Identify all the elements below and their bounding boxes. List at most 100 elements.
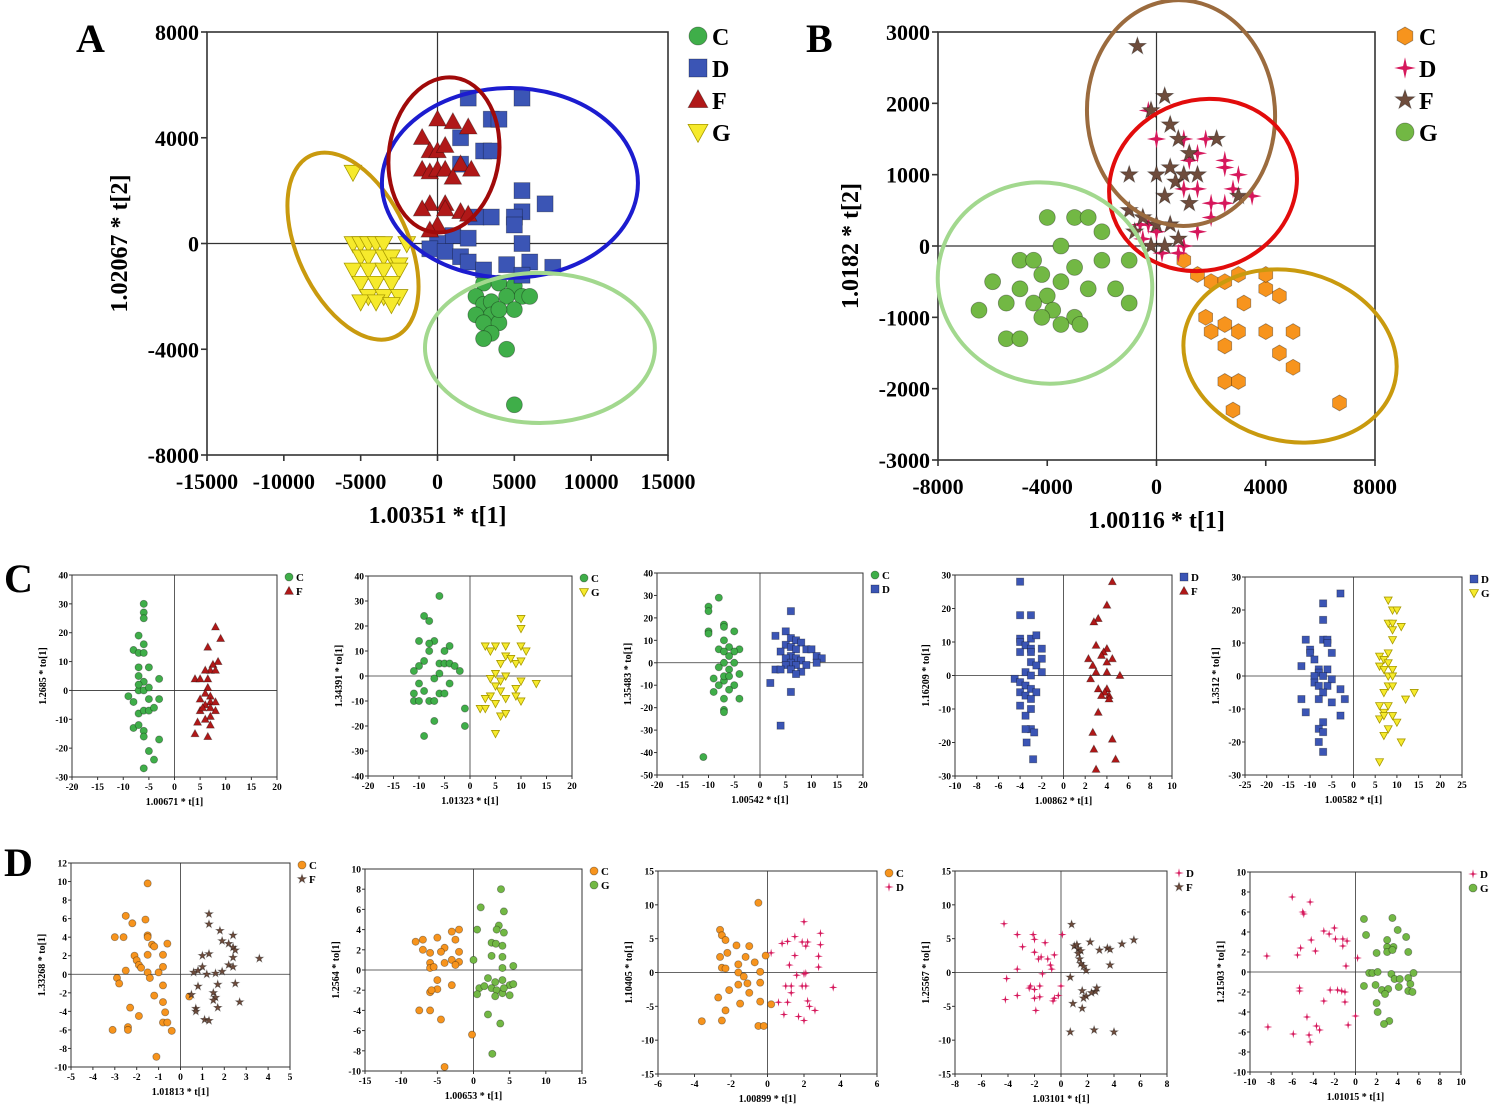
data-point-G [506, 655, 516, 664]
data-point-G [1388, 946, 1397, 955]
data-point-G [1038, 209, 1056, 226]
data-point-D [1047, 964, 1056, 974]
x-tick-label: 10000 [564, 469, 619, 494]
data-point-F [210, 967, 221, 978]
data-point-C [158, 998, 167, 1007]
data-point-G [1387, 619, 1398, 629]
y-tick-label: -10 [54, 1064, 67, 1074]
data-point-C [119, 933, 128, 942]
y-tick-label: 10 [942, 639, 952, 649]
data-point-C [433, 933, 442, 942]
data-point-F [443, 111, 463, 130]
data-point-D [786, 607, 795, 616]
data-point-G [1011, 280, 1029, 298]
data-point-D [817, 654, 826, 663]
y-tick-label: -6 [59, 1026, 67, 1036]
data-point-C [414, 679, 423, 688]
y-tick-label: 10 [1237, 869, 1247, 879]
data-point-C [121, 911, 130, 920]
data-point-D [1016, 648, 1025, 657]
x-tick-label: -4 [1004, 1080, 1012, 1090]
y-tick-label: -10 [641, 1037, 654, 1047]
data-point-G [1052, 316, 1070, 333]
data-point-F [215, 633, 226, 642]
data-point-C [745, 988, 754, 997]
data-point-G [1383, 659, 1393, 668]
data-point-G [374, 236, 394, 254]
data-point-C [420, 612, 429, 621]
y-tick-label: 4 [62, 934, 67, 944]
data-point-G [491, 992, 500, 1001]
data-point-D [1319, 718, 1328, 727]
y-tick-label: -40 [351, 773, 364, 783]
y-tick-label: 6 [1241, 909, 1246, 919]
y-tick-label: 8 [356, 886, 361, 896]
data-point-G [1383, 702, 1393, 711]
data-point-G [997, 294, 1015, 312]
data-point-F [1107, 576, 1117, 586]
data-point-F [1073, 948, 1084, 958]
y-axis-label: 1.3512 * to[1] [1211, 647, 1222, 705]
data-point-C [750, 958, 759, 967]
y-tick-label: 6 [356, 906, 361, 916]
data-point-F [205, 665, 216, 674]
data-point-C [719, 636, 728, 645]
y-tick-label: -2 [353, 987, 361, 997]
y-tick-label: -10 [938, 706, 951, 716]
x-tick-label: 2 [1083, 782, 1088, 792]
scatter-plot-5: -10 -8 -6 -4 -2 0 2 4 6 8 103020100-10-20-301.0086… [921, 572, 1199, 808]
data-point-D [1187, 143, 1208, 163]
data-point-D [1319, 926, 1329, 936]
data-point-F [1154, 235, 1175, 255]
data-point-F [197, 961, 208, 972]
data-point-G [509, 961, 518, 970]
data-point-D [1319, 672, 1328, 681]
data-point-D [1338, 934, 1348, 944]
data-point-D [1342, 936, 1352, 946]
x-tick-label: 2 [222, 1073, 227, 1083]
data-point-F [428, 109, 447, 127]
data-point-D [1242, 186, 1262, 206]
data-point-C [143, 879, 152, 888]
data-point-F [1104, 693, 1114, 703]
data-point-D [1174, 179, 1194, 199]
data-point-C [447, 955, 456, 964]
data-point-G [498, 952, 507, 961]
legend-label: G [1419, 121, 1438, 147]
series-G [475, 615, 541, 739]
series-D [766, 917, 838, 1025]
data-point-C [149, 703, 158, 712]
data-point-G [1371, 981, 1380, 990]
legend-marker-G [687, 123, 709, 144]
data-point-F [435, 199, 455, 217]
x-tick-label: 20 [1436, 781, 1446, 791]
data-point-D [1323, 681, 1332, 690]
series-G [469, 885, 518, 1058]
data-point-G [1388, 914, 1397, 923]
data-point-F [212, 1002, 223, 1013]
data-point-D [786, 665, 795, 674]
data-point-D [1146, 129, 1167, 149]
data-point-C [134, 663, 143, 672]
legend-marker-F [1173, 881, 1185, 892]
data-point-G [1392, 718, 1402, 728]
data-point-C [1236, 294, 1252, 312]
data-point-C [425, 639, 434, 648]
data-point-C [436, 947, 445, 956]
y-tick-label: 5 [649, 935, 654, 945]
data-point-F [1154, 85, 1175, 105]
data-point-G [1409, 969, 1418, 978]
x-tick-label: 5 [507, 1077, 512, 1087]
data-point-G [1396, 623, 1406, 632]
data-point-C [154, 968, 163, 977]
data-point-C [1272, 287, 1287, 305]
data-point-C [460, 722, 469, 731]
data-point-F [1107, 653, 1117, 663]
data-point-D [513, 235, 531, 252]
x-tick-label: 10 [1456, 1078, 1466, 1088]
data-point-G [485, 647, 496, 656]
data-point-C [1217, 337, 1233, 355]
x-tick-label: -6 [654, 1080, 662, 1090]
data-point-C [420, 657, 429, 666]
legend-marker-C [1396, 26, 1414, 46]
